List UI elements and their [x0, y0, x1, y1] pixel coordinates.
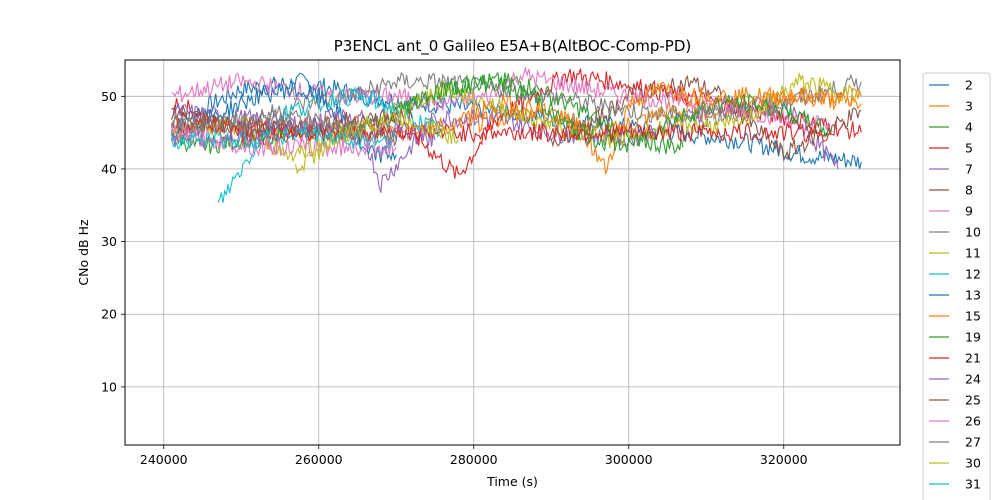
legend-label: 2 — [965, 78, 973, 93]
series-line-26 — [170, 123, 397, 158]
y-tick-label: 30 — [101, 234, 117, 249]
legend-label: 7 — [965, 162, 973, 177]
x-tick-label: 320000 — [760, 452, 808, 467]
y-tick-label: 20 — [101, 307, 117, 322]
legend: 2 3 4 5 7 8 9 10 11 12 13 15 19 21 24 25 26 27 30 31 33 — [922, 72, 991, 500]
x-tick-label: 260000 — [295, 452, 343, 467]
legend-label: 21 — [965, 351, 981, 366]
legend-label: 33 — [965, 498, 981, 500]
y-tick-label: 40 — [101, 161, 117, 176]
series-line-8 — [550, 74, 862, 160]
legend-label: 26 — [965, 414, 981, 429]
series-line-27 — [170, 108, 397, 147]
y-tick-label: 10 — [101, 379, 117, 394]
series-line-19 — [395, 74, 831, 153]
x-axis-label: Time (s) — [486, 474, 538, 489]
legend-label: 31 — [965, 477, 981, 492]
legend-label: 27 — [965, 435, 981, 450]
legend-box — [922, 72, 991, 500]
legend-label: 13 — [965, 288, 981, 303]
series-line-21 — [170, 115, 831, 144]
x-tick-label: 300000 — [605, 452, 653, 467]
legend-label: 19 — [965, 330, 981, 345]
series-line-31 — [170, 124, 397, 150]
axes-frame — [124, 59, 901, 446]
legend-label: 15 — [965, 309, 981, 324]
legend-label: 25 — [965, 393, 981, 408]
legend-label: 8 — [965, 183, 973, 198]
series-line-15 — [458, 81, 862, 176]
legend-label: 12 — [965, 267, 981, 282]
legend-label: 9 — [965, 204, 973, 219]
legend-label: 30 — [965, 456, 981, 471]
chart-title: P3ENCL ant_0 Galileo E5A+B(AltBOC-Comp-P… — [334, 37, 691, 56]
legend-label: 24 — [965, 372, 981, 387]
legend-label: 3 — [965, 99, 973, 114]
x-axis: 240000 260000 280000 300000 320000 — [140, 445, 808, 467]
plot-area — [170, 66, 862, 203]
x-tick-label: 280000 — [450, 452, 498, 467]
legend-label: 11 — [965, 246, 981, 261]
series-line-30 — [294, 110, 459, 175]
legend-label: 5 — [965, 141, 973, 156]
legend-label: 4 — [965, 120, 973, 135]
y-axis-label: CNo dB Hz — [76, 219, 91, 286]
x-tick-label: 240000 — [140, 452, 188, 467]
y-axis: 10 20 30 40 50 — [101, 89, 125, 394]
legend-label: 10 — [965, 225, 981, 240]
y-tick-label: 50 — [101, 89, 117, 104]
